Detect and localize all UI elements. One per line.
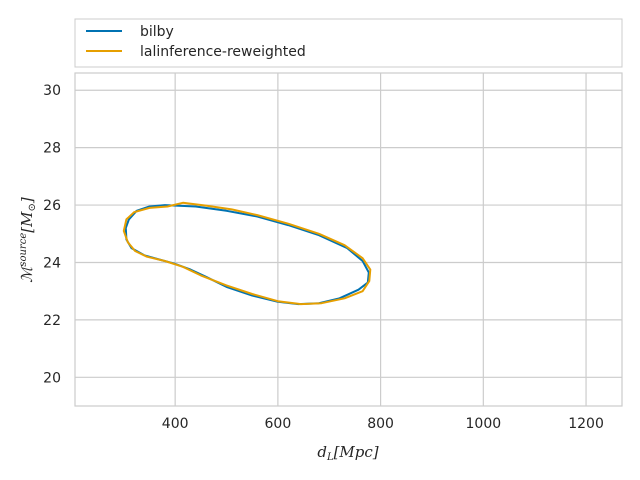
y-axis-label: ℳsource[M⊙] [18,197,38,283]
y-tick-label: 24 [43,255,61,271]
y-tick-label: 26 [43,198,61,214]
series-layer [122,201,372,306]
grid [75,73,622,406]
x-tick-label: 1000 [466,416,502,432]
x-tick-label: 600 [265,416,292,432]
legend: bilby lalinference-reweighted [74,18,623,68]
x-tick-label: 400 [162,416,189,432]
y-tick-label: 30 [43,83,61,99]
y-tick-label: 20 [43,370,61,386]
y-tick-labels: 20 22 24 26 28 30 [43,83,61,386]
series-contour-1 [122,201,372,306]
y-tick-label: 28 [43,141,61,157]
x-tick-labels: 400 600 800 1000 1200 [162,416,604,432]
legend-label-lalinference: lalinference-reweighted [140,44,306,60]
plot-frame [74,72,623,407]
x-tick-label: 1200 [568,416,604,432]
y-tick-label: 22 [43,313,61,329]
plot-area [75,73,622,406]
legend-label-bilby: bilby [140,24,174,40]
legend-frame [74,18,623,68]
x-axis-label: dL[Mpc] [317,443,378,463]
x-tick-label: 800 [367,416,394,432]
